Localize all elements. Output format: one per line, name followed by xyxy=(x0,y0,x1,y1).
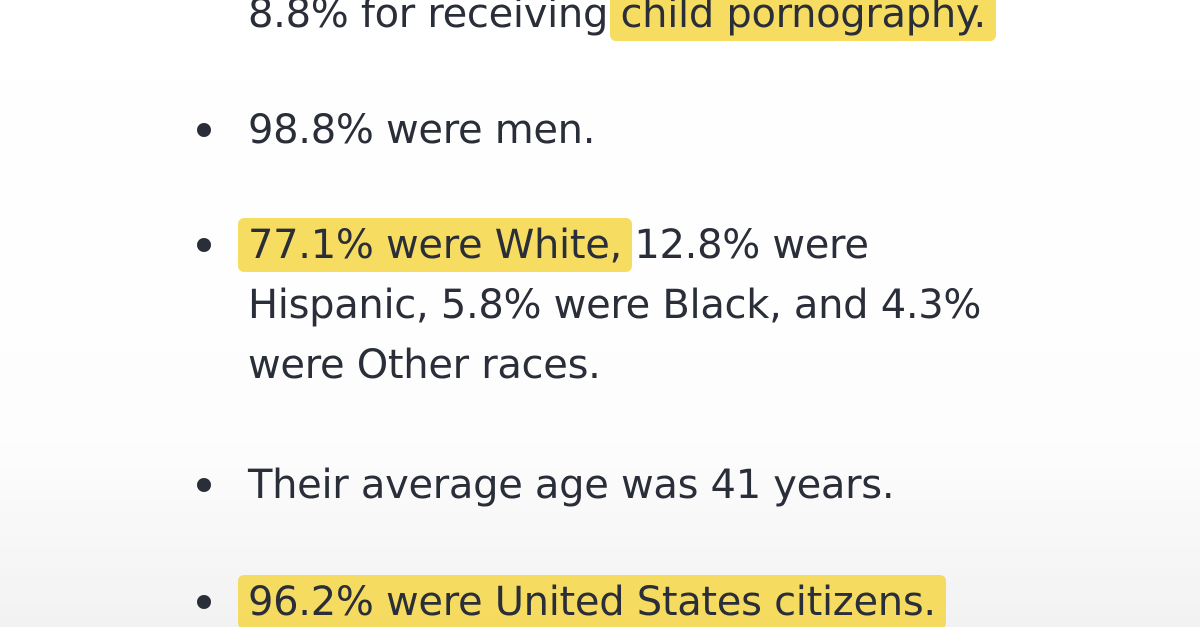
text: 98.8% were men. xyxy=(248,107,596,153)
bullet xyxy=(197,123,211,137)
text-line: were Other races. xyxy=(248,335,601,395)
highlighted-text: 77.1% were White, xyxy=(238,218,632,272)
text-line: Hispanic, 5.8% were Black, and 4.3% xyxy=(248,275,981,335)
text-line: 96.2% were United States citizens. xyxy=(238,572,946,627)
bullet xyxy=(197,238,211,252)
text: 8.8% for receiving xyxy=(248,0,621,37)
text-line: 98.8% were men. xyxy=(248,100,595,160)
bullet xyxy=(197,478,211,492)
bullet xyxy=(197,595,211,609)
text-line: 8.8% for receiving child pornography. xyxy=(248,0,996,44)
text-line: Their average age was 41 years. xyxy=(248,455,895,515)
text: Hispanic, 5.8% were Black, and 4.3% xyxy=(248,282,982,328)
highlighted-text: child pornography. xyxy=(610,0,996,41)
text: were Other races. xyxy=(248,342,601,388)
text: Their average age was 41 years. xyxy=(248,462,895,508)
highlighted-text: 96.2% were United States citizens. xyxy=(238,575,946,627)
text-line: 77.1% were White, 12.8% were xyxy=(238,215,869,275)
text: 12.8% were xyxy=(621,222,869,268)
